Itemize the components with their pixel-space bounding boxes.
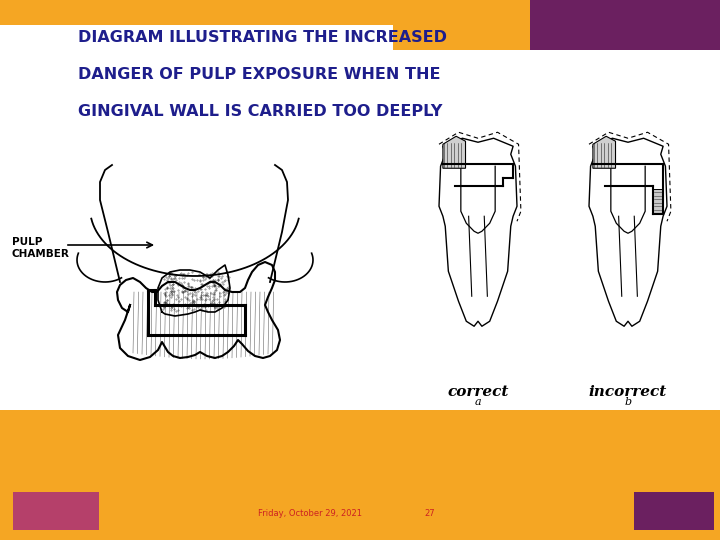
Text: 27: 27 xyxy=(425,510,436,518)
Bar xyxy=(634,492,714,530)
Bar xyxy=(0,25,393,410)
Polygon shape xyxy=(443,136,466,168)
Bar xyxy=(13,492,99,530)
Polygon shape xyxy=(593,136,616,168)
Text: incorrect: incorrect xyxy=(589,385,667,399)
Text: DANGER OF PULP EXPOSURE WHEN THE: DANGER OF PULP EXPOSURE WHEN THE xyxy=(78,67,441,82)
Text: DIAGRAM ILLUSTRATING THE INCREASED: DIAGRAM ILLUSTRATING THE INCREASED xyxy=(78,30,447,45)
Text: a: a xyxy=(474,397,481,407)
Text: PULP
CHAMBER: PULP CHAMBER xyxy=(12,237,70,259)
Text: GINGIVAL WALL IS CARRIED TOO DEEPLY: GINGIVAL WALL IS CARRIED TOO DEEPLY xyxy=(78,104,442,119)
Text: correct: correct xyxy=(447,385,509,399)
Bar xyxy=(380,50,720,410)
Text: Friday, October 29, 2021: Friday, October 29, 2021 xyxy=(258,510,362,518)
Polygon shape xyxy=(653,189,663,214)
Text: b: b xyxy=(624,397,631,407)
Bar xyxy=(530,0,720,270)
